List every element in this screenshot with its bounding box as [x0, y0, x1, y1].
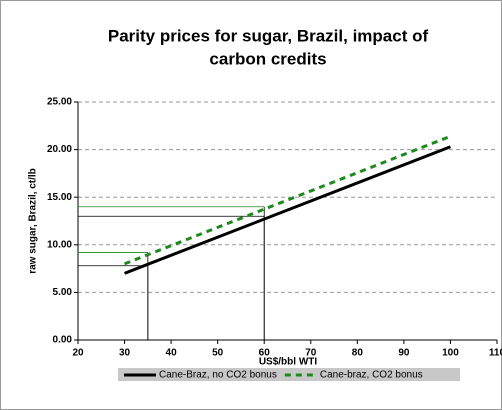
y-tick-label: 0.00	[53, 335, 73, 346]
y-tick-label: 5.00	[53, 287, 73, 298]
x-tick-label: 70	[305, 348, 317, 359]
legend-label: Cane-Braz, no CO2 bonus	[159, 370, 277, 381]
y-tick-label: 20.00	[47, 144, 72, 155]
y-axis-label: raw sugar, Brazil, ct/lb	[28, 168, 39, 274]
y-tick-label: 15.00	[47, 192, 72, 203]
y-tick-label: 10.00	[47, 239, 72, 250]
x-tick-label: 80	[352, 348, 364, 359]
series-line	[124, 145, 451, 275]
x-tick-label: 110	[489, 348, 502, 359]
chart-title: Parity prices for sugar, Brazil, impact …	[108, 26, 429, 45]
x-tick-label: 100	[442, 348, 459, 359]
x-tick-label: 30	[119, 348, 131, 359]
x-tick-label: 60	[259, 348, 271, 359]
x-axis-label: US$/bbl WTI	[259, 357, 318, 368]
legend-label: Cane-braz, CO2 bonus	[320, 370, 423, 381]
chart-title: carbon credits	[209, 49, 326, 68]
x-tick-label: 40	[166, 348, 178, 359]
x-tick-label: 50	[212, 348, 224, 359]
series-line	[124, 134, 451, 266]
y-tick-label: 25.00	[47, 97, 72, 108]
x-tick-label: 20	[72, 348, 84, 359]
x-tick-label: 90	[398, 348, 410, 359]
